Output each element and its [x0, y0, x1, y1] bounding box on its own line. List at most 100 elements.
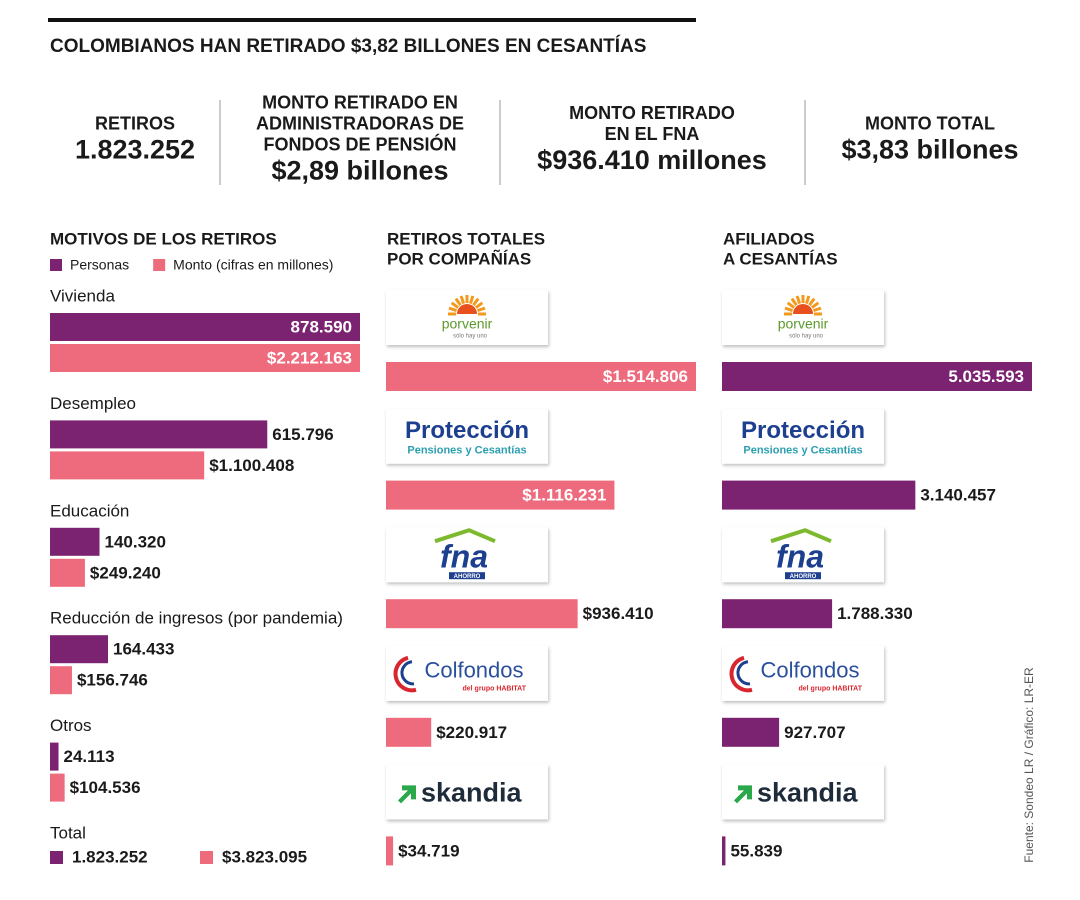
logo-name: fna [440, 539, 488, 575]
chart-title: AFILIADOS [723, 229, 815, 248]
bar [50, 313, 360, 341]
logo-ray [454, 297, 462, 306]
bar [386, 480, 615, 510]
logo-sub: Pensiones y Cesantías [407, 445, 526, 457]
bar [386, 836, 394, 866]
bar [722, 836, 726, 866]
value-label: 927.707 [784, 723, 845, 742]
logo-name: Protección [405, 417, 529, 444]
value-label: 164.433 [113, 640, 174, 659]
bar [386, 362, 696, 391]
category-label: Educación [50, 501, 129, 520]
logo-ray [812, 306, 822, 313]
logo-roof [434, 528, 496, 544]
logo-arrow [734, 785, 752, 804]
value-label: $156.746 [77, 671, 148, 690]
total-value: $3.823.095 [222, 847, 307, 866]
bar [50, 451, 205, 480]
stat-label: EN EL FNA [605, 124, 700, 144]
value-label: 24.113 [64, 747, 115, 766]
logo-swirl [400, 660, 415, 686]
company-logo: Colfondos del grupo HABITAT [722, 645, 884, 701]
logo-sub: Pensiones y Cesantías [743, 445, 862, 457]
bar [50, 742, 59, 771]
bar [722, 599, 833, 629]
logo-box [722, 408, 884, 464]
legend-swatch [200, 851, 213, 864]
bar [722, 480, 916, 510]
logo-sub: del grupo HABITAT [462, 686, 526, 693]
legend-label: Monto (cifras en millones) [173, 257, 333, 273]
chart-title: MOTIVOS DE LOS RETIROS [50, 229, 277, 248]
logo-sub: AHORRO [790, 574, 817, 580]
value-label: $104.536 [70, 778, 141, 797]
value-label: $1.100.408 [209, 456, 294, 475]
value-label: $249.240 [90, 563, 161, 582]
bar [722, 717, 780, 747]
logo-swirl [736, 660, 751, 686]
value-label: $1.116.231 [522, 486, 606, 505]
stat-value: 1.823.252 [75, 135, 195, 165]
bar [386, 599, 578, 629]
top-rule [48, 18, 696, 22]
value-label: 140.320 [105, 532, 166, 551]
logo-name: fna [776, 539, 824, 575]
logo-roof [770, 528, 832, 544]
logo-name: skandia [421, 778, 523, 808]
logo-name: porvenir [442, 316, 493, 332]
bar [50, 558, 85, 587]
logo-ray [786, 301, 795, 309]
stat-label: RETIROS [95, 113, 175, 133]
company-logo: skandia [386, 764, 548, 820]
logo-swirl [729, 655, 753, 693]
source: Fuente: Sondeo LR / Gráfico: LR-ER [1022, 667, 1036, 863]
value-label: 878.590 [291, 317, 352, 336]
logo-band [785, 572, 821, 580]
bar [50, 527, 100, 556]
logo-ray [784, 306, 794, 313]
stat-label: MONTO RETIRADO EN [262, 92, 458, 112]
logo-sub: del grupo HABITAT [798, 686, 862, 693]
logo-ray [448, 306, 458, 313]
logo-sub: sólo hay uno [453, 334, 488, 340]
bar [722, 362, 1032, 391]
stat-label: FONDOS DE PENSIÓN [263, 133, 456, 154]
value-label: 1.788.330 [837, 604, 913, 623]
logo-ray [475, 301, 484, 309]
legend-swatch [50, 259, 62, 271]
logo-ray [795, 295, 802, 305]
logo-ray [790, 297, 798, 306]
company-logo: porvenir sólo hay uno [386, 290, 548, 345]
logo-arrow [398, 785, 416, 804]
value-label: 5.035.593 [948, 367, 1024, 386]
logo-ray [804, 295, 811, 305]
chart-title: RETIROS TOTALES [387, 229, 545, 248]
logo-ray [811, 301, 820, 309]
logo-sun [457, 304, 477, 314]
legend-swatch [50, 851, 63, 864]
value-label: $1.514.806 [603, 367, 688, 386]
logo-box [386, 408, 548, 464]
company-logo: skandia [722, 764, 884, 820]
value-label: $34.719 [398, 841, 459, 860]
legend-swatch [153, 259, 166, 271]
stat-label: MONTO RETIRADO [569, 103, 735, 123]
company-logo: porvenir sólo hay uno [722, 290, 884, 345]
logo-name: porvenir [778, 316, 829, 332]
total-value: 1.823.252 [72, 847, 148, 866]
stat-value: $3,83 billones [841, 135, 1018, 165]
logo-ray [472, 297, 480, 306]
value-label: 55.839 [730, 841, 782, 860]
value-label: 615.796 [272, 425, 333, 444]
bar [50, 773, 65, 802]
bar [50, 666, 72, 695]
category-label: Vivienda [50, 286, 115, 305]
value-label: $936.410 [583, 604, 654, 623]
bar [50, 420, 268, 449]
logo-swirl [393, 655, 417, 693]
